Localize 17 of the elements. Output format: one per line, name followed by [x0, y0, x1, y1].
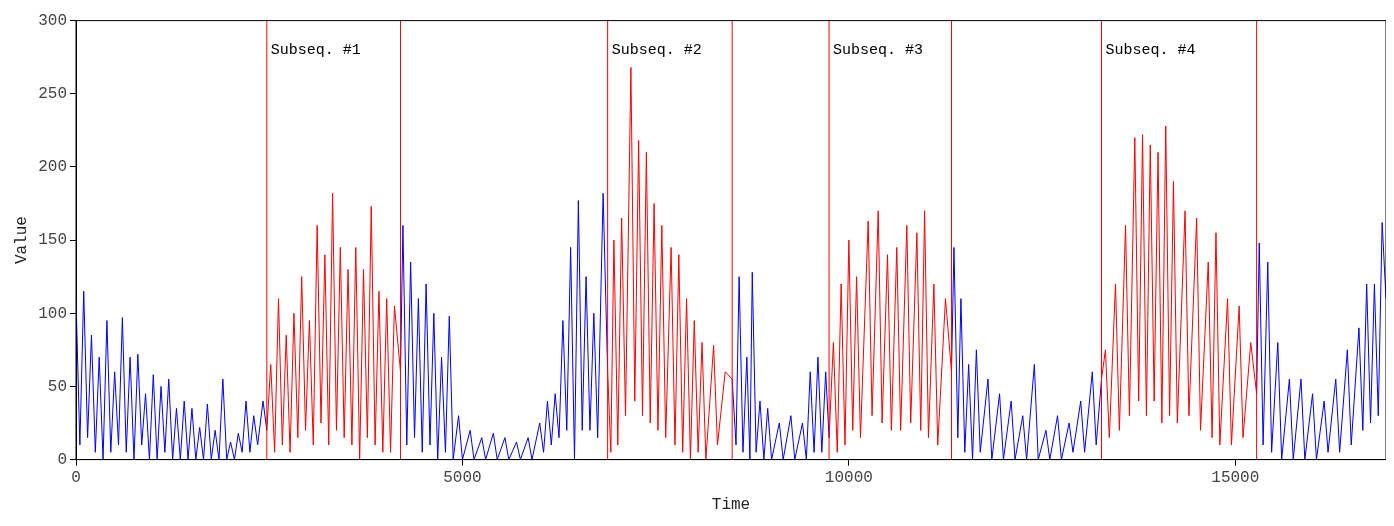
- x-tick-label: 5000: [443, 469, 482, 488]
- x-tick-label: 15000: [1211, 469, 1260, 488]
- y-tick-label: 100: [38, 304, 67, 323]
- ref-line-label: Subseq. #4: [1105, 41, 1196, 59]
- y-tick-label: 150: [38, 231, 67, 250]
- y-tick-label: 250: [38, 85, 67, 103]
- ref-line-label: Subseq. #1: [270, 41, 361, 59]
- x-axis-title: Time: [711, 495, 751, 514]
- x-tick-label: 10000: [824, 469, 873, 488]
- ref-line-label: Subseq. #2: [611, 41, 702, 59]
- y-tick-label: 300: [38, 11, 67, 30]
- ref-line-label: Subseq. #3: [833, 41, 924, 59]
- y-axis-title: Value: [12, 216, 31, 265]
- y-tick-label: 0: [57, 450, 67, 469]
- y-tick-label: 200: [38, 158, 67, 177]
- y-tick-label: 50: [47, 377, 67, 396]
- x-tick-label: 0: [71, 469, 81, 488]
